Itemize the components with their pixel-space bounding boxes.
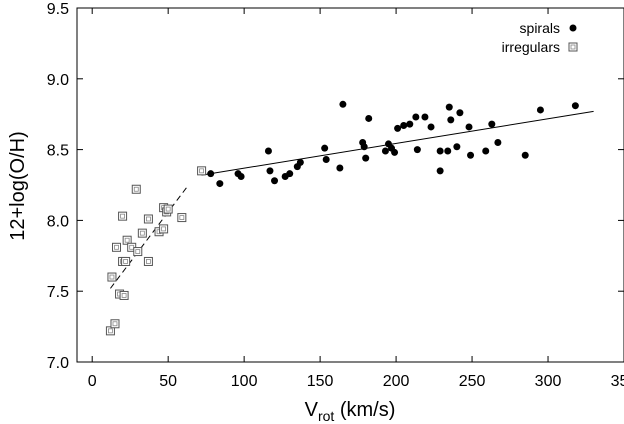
irregular-point: [197, 166, 207, 176]
irregular-point: [110, 319, 120, 329]
spiral-point: [266, 167, 274, 175]
spiral-point: [391, 148, 399, 156]
y-axis-label: 12+log(O/H): [7, 131, 29, 241]
x-tick-label: 150: [307, 373, 334, 390]
spiral-point: [453, 143, 461, 151]
x-tick-label: 200: [383, 373, 410, 390]
irregular-point: [133, 247, 143, 257]
spiral-point: [436, 167, 444, 175]
x-tick-label: 250: [459, 373, 486, 390]
spiral-point: [406, 120, 414, 128]
spiral-point: [321, 144, 329, 152]
irregular-point: [131, 184, 141, 194]
spiral-point: [264, 147, 272, 155]
spiral-point: [488, 120, 496, 128]
spiral-point: [412, 113, 420, 121]
y-tick-label: 8.5: [47, 143, 69, 160]
irregular-point: [118, 211, 128, 221]
irregular-point: [163, 204, 173, 214]
spiral-point: [447, 116, 455, 124]
y-tick-label: 9.0: [47, 72, 69, 89]
plot-frame: [76, 7, 624, 363]
irregular-point: [119, 290, 129, 300]
spiral-point: [394, 124, 402, 132]
irregular-point: [143, 214, 153, 224]
fit-lines: [110, 110, 594, 289]
spiral-point: [322, 156, 330, 164]
x-tick-label: 0: [88, 373, 97, 390]
spiral-point: [536, 106, 544, 114]
y-tick-label: 9.5: [47, 1, 69, 18]
x-tick-label: 100: [231, 373, 258, 390]
spiral-point: [456, 109, 464, 117]
spiral-point: [465, 123, 473, 131]
irregular-point: [159, 224, 169, 234]
spiral-point: [427, 123, 435, 131]
y-tick-label: 7.5: [47, 284, 69, 301]
spiral-point: [216, 180, 224, 188]
irregular-point: [122, 235, 132, 245]
spiral-point: [362, 154, 370, 162]
irregular-point: [112, 242, 122, 252]
spiral-point: [296, 158, 304, 166]
axis-ticks: 0 50 100 150 200 250 300 350 7.0 7.5 8.0 8.5 9.0 9.5: [47, 1, 624, 390]
legend: spirals irregulars: [502, 20, 578, 55]
legend-marker-irregulars: [568, 42, 578, 52]
irregular-point: [177, 213, 187, 223]
irregular-point: [143, 256, 153, 266]
spiral-point: [286, 170, 294, 178]
legend-label-irregulars: irregulars: [502, 39, 560, 55]
spiral-point: [421, 113, 429, 121]
spiral-point: [400, 122, 408, 130]
spiral-point: [336, 164, 344, 172]
irregular-point: [105, 326, 115, 336]
spiral-point: [521, 151, 529, 159]
spiral-point: [444, 147, 452, 155]
x-tick-label: 300: [535, 373, 562, 390]
spirals-fit-line: [201, 110, 594, 176]
spiral-point: [365, 114, 373, 122]
spiral-point: [381, 147, 389, 155]
y-tick-label: 7.0: [47, 355, 69, 372]
legend-label-spirals: spirals: [520, 20, 560, 36]
legend-marker-spirals: [569, 24, 577, 32]
spiral-point: [482, 147, 490, 155]
spiral-point: [571, 102, 579, 110]
spiral-point: [494, 139, 502, 147]
irregular-point: [121, 256, 131, 266]
spiral-point: [207, 170, 215, 178]
spiral-point: [436, 147, 444, 155]
x-tick-label: 350: [611, 373, 624, 390]
x-tick-label: 50: [159, 373, 177, 390]
spiral-point: [467, 151, 475, 159]
data-points: [105, 100, 579, 336]
irregular-point: [137, 228, 147, 238]
spiral-point: [445, 103, 453, 111]
irregulars-fit-line: [110, 187, 187, 289]
spiral-point: [339, 100, 347, 108]
irregular-point: [107, 272, 117, 282]
spiral-point: [271, 177, 279, 185]
y-tick-label: 8.0: [47, 213, 69, 230]
spiral-point: [237, 173, 245, 181]
spiral-point: [413, 146, 421, 154]
x-axis-label: Vrot (km/s): [305, 399, 396, 424]
spiral-point: [360, 143, 368, 151]
